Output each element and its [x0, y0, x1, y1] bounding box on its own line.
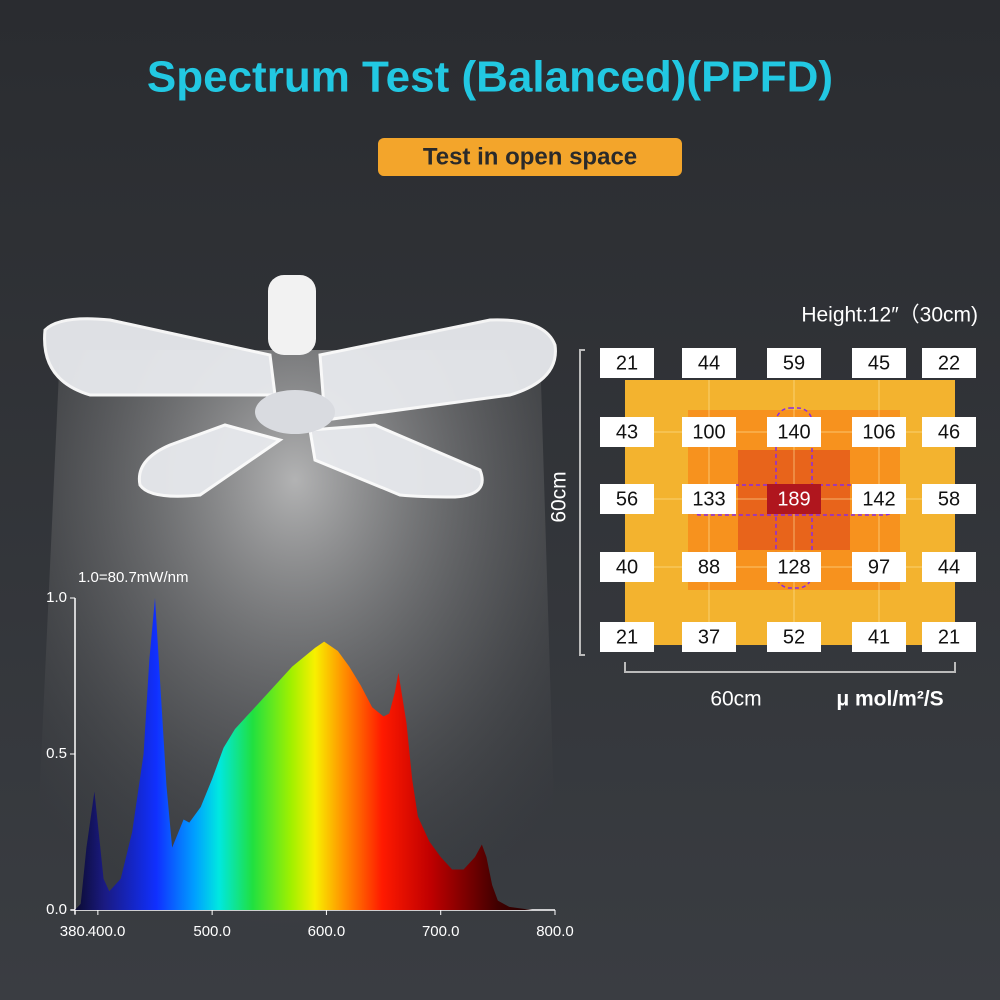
ppfd-value: 21: [616, 352, 638, 374]
x-tick-label: 700.0: [422, 923, 460, 940]
ppfd-value: 140: [777, 421, 810, 443]
ppfd-cell: [767, 348, 821, 378]
ppfd-cell: [682, 348, 736, 378]
ppfd-side-label: 60cm: [548, 471, 571, 522]
x-tick-label: 380.: [60, 923, 89, 940]
ppfd-cell: [600, 348, 654, 378]
ppfd-value: 21: [616, 626, 638, 648]
lamp: [43, 275, 557, 499]
badge-text: Test in open space: [423, 143, 637, 170]
ppfd-cell: [852, 417, 906, 447]
x-tick-label: 500.0: [193, 923, 231, 940]
title: Spectrum Test (Balanced)(PPFD): [147, 53, 833, 102]
ppfd-cell: [682, 417, 736, 447]
ppfd-value: 43: [616, 421, 638, 443]
ppfd-cell: [600, 484, 654, 514]
ppfd-cell: [922, 484, 976, 514]
ppfd-cell: [682, 484, 736, 514]
ppfd-value: 44: [938, 556, 960, 578]
ppfd-cell: [922, 622, 976, 652]
ppfd-value: 88: [698, 556, 720, 578]
y-tick-label: 1.0: [46, 589, 67, 606]
ppfd-value: 56: [616, 488, 638, 510]
ppfd-value: 189: [777, 488, 810, 510]
ppfd-value: 97: [868, 556, 890, 578]
ppfd-unit: μ mol/m²/S: [836, 688, 943, 711]
ppfd-cell: [922, 417, 976, 447]
ppfd-value: 128: [777, 556, 810, 578]
ppfd-value: 21: [938, 626, 960, 648]
badge: [378, 138, 682, 176]
ppfd-value: 58: [938, 488, 960, 510]
ppfd-value: 40: [616, 556, 638, 578]
ppfd-cell: [767, 622, 821, 652]
ppfd-cell: [852, 552, 906, 582]
ppfd-cell: [600, 622, 654, 652]
ppfd-height: Height:12″（30cm): [801, 304, 978, 327]
ppfd-value: 45: [868, 352, 890, 374]
ppfd-cell: [852, 348, 906, 378]
ppfd-value: 22: [938, 352, 960, 374]
y-tick-label: 0.0: [46, 901, 67, 918]
y-tick-label: 0.5: [46, 745, 67, 762]
ppfd-cell: [600, 417, 654, 447]
ppfd-cell: [682, 552, 736, 582]
ppfd-cell: [767, 552, 821, 582]
ppfd-cell: [922, 348, 976, 378]
ppfd-value: 106: [862, 421, 895, 443]
ppfd-value: 37: [698, 626, 720, 648]
ppfd-cell: [767, 417, 821, 447]
ppfd-cell: [600, 552, 654, 582]
ppfd-value: 142: [862, 488, 895, 510]
ppfd-cell: [852, 622, 906, 652]
ppfd-cell: [767, 484, 821, 514]
x-tick-label: 400.0: [88, 923, 126, 940]
ppfd-value: 46: [938, 421, 960, 443]
ppfd-value: 100: [692, 421, 725, 443]
ppfd-cell: [682, 622, 736, 652]
ppfd-value: 41: [868, 626, 890, 648]
ppfd-value: 59: [783, 352, 805, 374]
ppfd-bottom-label: 60cm: [710, 688, 761, 711]
ppfd-cell: [852, 484, 906, 514]
ppfd-value: 52: [783, 626, 805, 648]
ppfd-cell: [922, 552, 976, 582]
spectrum-area: [75, 598, 555, 910]
chart-annotation: 1.0=80.7mW/nm: [78, 569, 188, 586]
x-tick-label: 800.0: [536, 923, 574, 940]
ppfd-value: 133: [692, 488, 725, 510]
x-tick-label: 600.0: [308, 923, 346, 940]
ppfd-value: 44: [698, 352, 720, 374]
